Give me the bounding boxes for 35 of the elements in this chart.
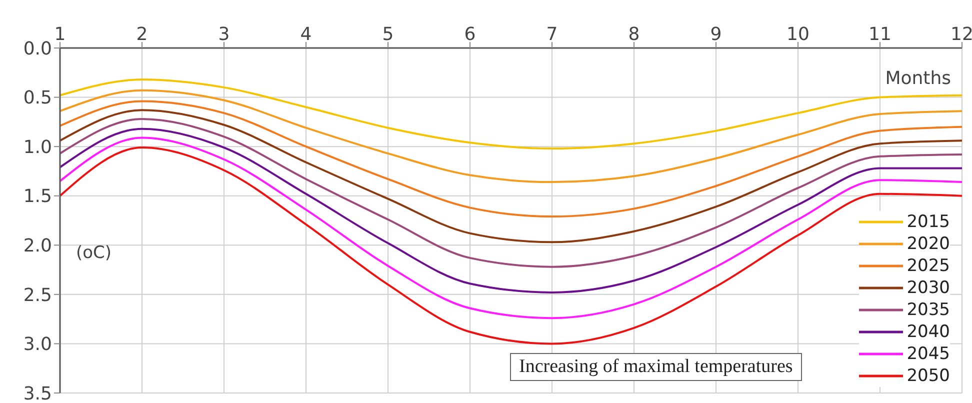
line-series — [60, 146, 962, 345]
x-tick-label: 12 — [950, 24, 972, 45]
x-tick-label: 11 — [868, 24, 892, 45]
text: Increasing of maximal temperatures — [519, 356, 793, 377]
legend-label: 2040 — [906, 322, 950, 342]
line-series — [60, 136, 962, 320]
y-tick-label: 1.0 — [23, 136, 52, 158]
legend-label: 2050 — [906, 366, 950, 386]
y-tick-label: 0.0 — [23, 38, 52, 60]
legend-label: 2025 — [906, 256, 950, 276]
x-tick-label: 6 — [464, 24, 476, 45]
x-tick-label: 1 — [54, 24, 66, 45]
x-tick-label: 4 — [300, 24, 312, 45]
x-tick-label: 2 — [136, 24, 148, 45]
line-series — [60, 89, 962, 184]
y-tick-label: 0.5 — [23, 88, 52, 109]
x-tick-label: 8 — [628, 24, 640, 45]
legend-label: 2035 — [906, 300, 950, 320]
y-tick-label: 3.0 — [23, 334, 52, 356]
legend-label: 2045 — [906, 344, 950, 364]
line-series — [60, 128, 962, 294]
x-tick-label: 5 — [382, 24, 394, 45]
x-tick-label: 7 — [546, 24, 558, 45]
y-tick-label: 3.5 — [23, 383, 52, 403]
annotation: (oC) — [76, 243, 112, 263]
x-axis-title: Months — [885, 68, 951, 89]
y-tick-label: 2.5 — [23, 284, 52, 306]
legend-label: 2015 — [906, 212, 950, 232]
x-tick-label: 3 — [218, 24, 230, 45]
legend-label: 2030 — [906, 278, 950, 298]
x-tick-label: 10 — [786, 24, 810, 45]
y-tick-label: 1.5 — [23, 186, 52, 208]
y-tick-label: 2.0 — [23, 236, 52, 257]
x-tick-label: 9 — [710, 24, 722, 45]
legend-label: 2020 — [906, 234, 950, 254]
